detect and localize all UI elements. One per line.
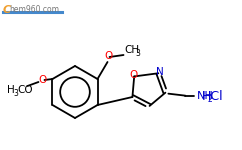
Text: 3: 3 [136,50,140,58]
Text: O: O [38,75,47,85]
Text: 3: 3 [14,88,18,98]
Text: N: N [156,67,164,77]
Text: hem960.com: hem960.com [9,5,60,14]
Text: 2: 2 [207,95,212,104]
Text: C: C [3,5,11,15]
Text: CO: CO [17,85,33,95]
Text: HCl: HCl [202,90,224,102]
Text: H: H [8,85,15,95]
Text: NH: NH [197,91,213,101]
Text: O: O [104,51,113,61]
Text: O: O [129,70,137,80]
Text: CH: CH [125,45,140,55]
